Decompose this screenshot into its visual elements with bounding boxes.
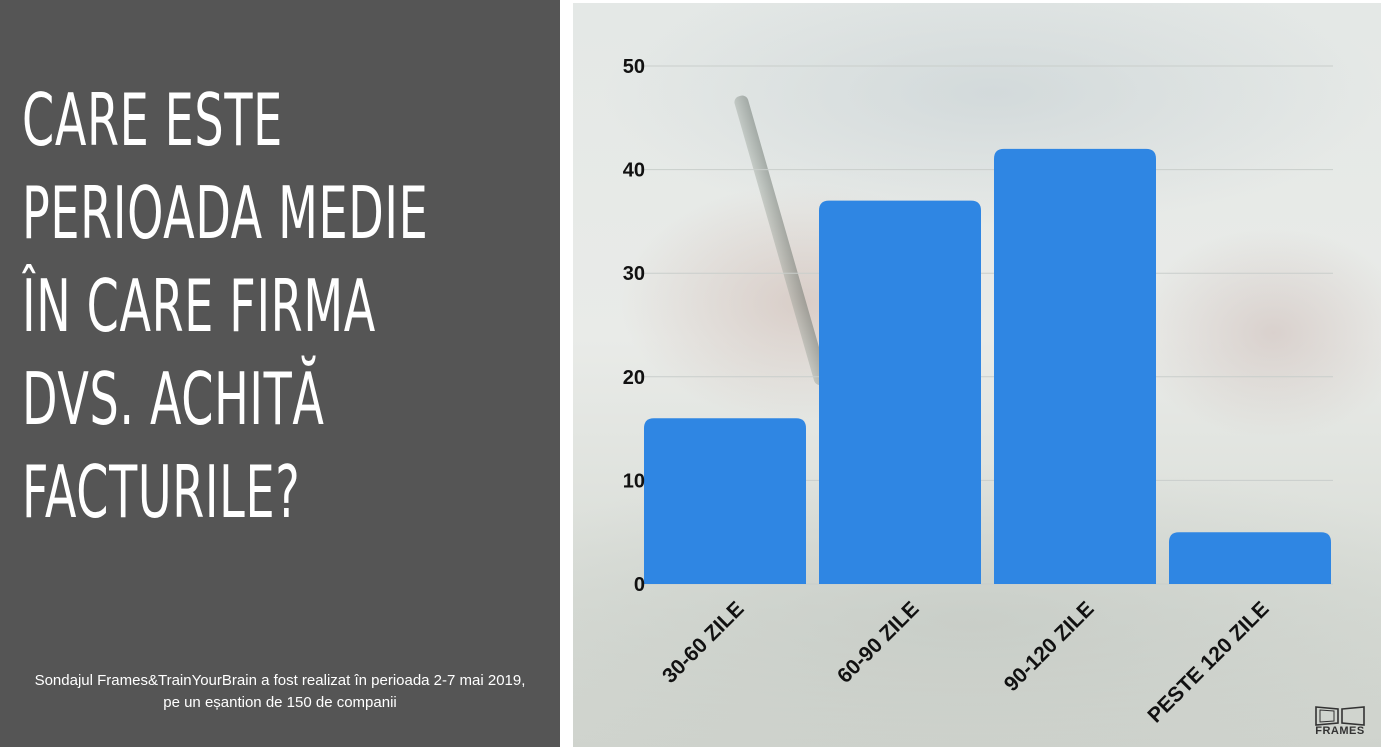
bar-chart: 0 10 20 30 40 50 30-60 ZILE 60-90 ZILE 90-120 Z… (623, 56, 1333, 727)
y-tick-label: 0 (634, 574, 645, 596)
y-axis-ticks: 0 10 20 30 40 50 (623, 56, 645, 596)
y-tick-label: 50 (623, 56, 645, 78)
x-axis-categories: 30-60 ZILE 60-90 ZILE 90-120 ZILE PESTE 120… (658, 597, 1274, 727)
question-line: CARE ESTE (22, 78, 283, 162)
y-tick-label: 10 (623, 470, 645, 492)
bar-layer (644, 148, 1331, 584)
chart-panel: 0 10 20 30 40 50 30-60 ZILE 60-90 ZILE 90-120 Z… (573, 3, 1381, 747)
category-label: 30-60 ZILE (658, 597, 749, 688)
question-title: CARE ESTE PERIOADA MEDIE ÎN CARE FIRMA D… (22, 74, 429, 539)
bar-4 (1169, 532, 1331, 584)
question-panel: CARE ESTE PERIOADA MEDIE ÎN CARE FIRMA D… (0, 0, 560, 747)
y-tick-label: 40 (623, 160, 645, 182)
footnote-line: pe un eșantion de 150 de companii (163, 694, 397, 711)
question-line: DVS. ACHITĂ (22, 357, 325, 441)
bar-1 (644, 418, 806, 584)
frames-logo-icon (1315, 706, 1365, 726)
bar-3 (994, 148, 1156, 584)
category-label: 90-120 ZILE (1000, 597, 1099, 696)
category-label: 60-90 ZILE (833, 597, 924, 688)
y-tick-label: 20 (623, 367, 645, 389)
y-tick-label: 30 (623, 263, 645, 285)
footnote-line: Sondajul Frames&TrainYourBrain a fost re… (34, 672, 526, 689)
bar-2 (819, 200, 981, 584)
frames-logo-text: FRAMES (1315, 725, 1365, 737)
question-line: ÎN CARE FIRMA (22, 264, 376, 348)
question-line: FACTURILE? (22, 450, 301, 534)
survey-footnote: Sondajul Frames&TrainYourBrain a fost re… (0, 670, 560, 714)
category-label: PESTE 120 ZILE (1143, 597, 1273, 727)
question-line: PERIOADA MEDIE (22, 171, 429, 255)
